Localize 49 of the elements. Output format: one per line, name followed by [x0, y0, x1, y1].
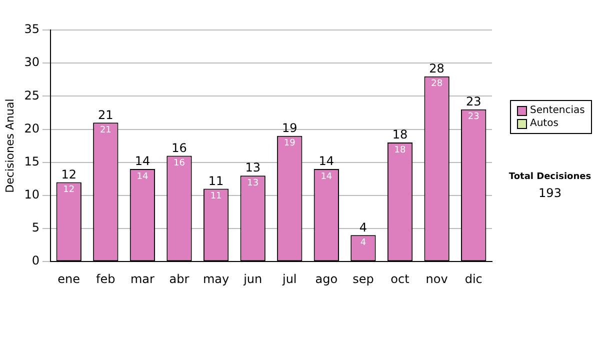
y-tick-label: 5: [32, 220, 40, 235]
text: Total Decisiones: [508, 172, 592, 182]
total-label: 12: [61, 167, 77, 182]
y-tick-label: 15: [24, 154, 40, 168]
data-label: 18: [394, 145, 406, 156]
legend-label: Sentencias: [530, 104, 585, 117]
x-tick-label: jun: [242, 272, 262, 286]
x-tick-label: mar: [130, 272, 155, 286]
total-label: 14: [134, 154, 150, 168]
x-tick-label: jul: [281, 272, 297, 286]
total-label: 13: [245, 160, 260, 175]
data-label: 14: [320, 172, 332, 182]
x-tick-label: dic: [464, 272, 482, 286]
x-tick-label: sep: [352, 272, 374, 286]
y-tick-label: 0: [32, 254, 40, 268]
y-axis-title: Decisiones Anual: [3, 98, 16, 193]
total-label: 16: [172, 140, 187, 155]
y-tick-label: 30: [24, 55, 40, 70]
legend-label: Autos: [530, 117, 558, 130]
total-label: 19: [282, 121, 298, 135]
total-label: 14: [318, 154, 334, 168]
total-label: 4: [359, 220, 368, 234]
data-label: 21: [100, 125, 112, 136]
data-label: 14: [136, 172, 148, 182]
x-tick-label: nov: [426, 272, 448, 286]
data-label: 23: [468, 112, 480, 122]
x-tick-label: feb: [96, 272, 116, 286]
data-label: 16: [174, 158, 186, 169]
total-label: 23: [466, 94, 482, 109]
x-tick-label: may: [202, 272, 230, 286]
x-tick-label: ene: [58, 272, 80, 286]
data-label: 4: [360, 238, 366, 248]
data-label: 12: [63, 185, 75, 196]
total-label: 11: [208, 174, 224, 188]
text: 193: [538, 186, 562, 200]
total-label: 28: [429, 61, 444, 76]
data-label: 19: [284, 138, 296, 149]
total-label: 21: [98, 108, 114, 122]
x-tick-label: oct: [390, 272, 410, 286]
data-label: 28: [431, 79, 443, 90]
data-label: 13: [247, 178, 259, 188]
y-tick-label: 25: [24, 88, 40, 102]
y-tick-label: 35: [24, 22, 40, 36]
x-tick-label: abr: [169, 272, 190, 286]
y-tick-label: 10: [24, 188, 40, 202]
x-tick-label: ago: [315, 272, 338, 286]
y-tick-label: 20: [24, 121, 40, 136]
data-label: 11: [210, 192, 222, 202]
total-label: 18: [392, 128, 408, 142]
